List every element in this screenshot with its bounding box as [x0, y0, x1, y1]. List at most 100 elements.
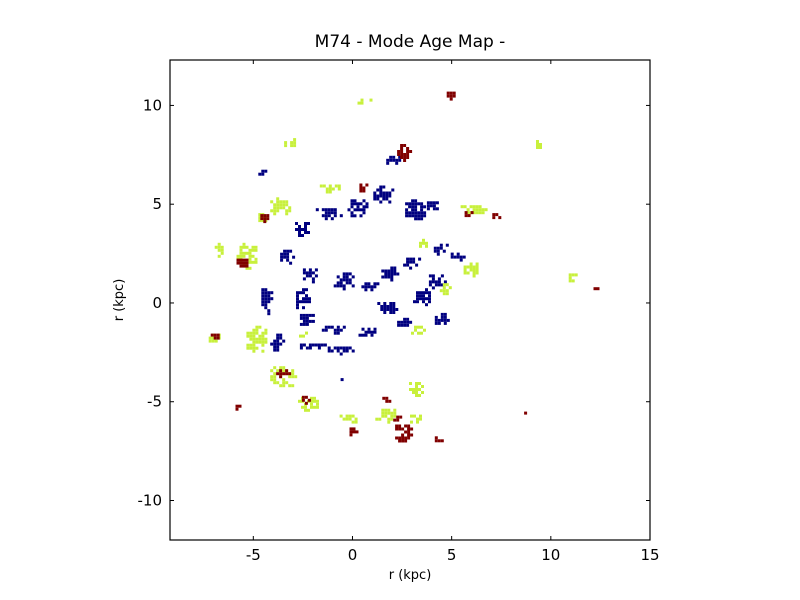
age-pixel [239, 245, 243, 249]
age-pixel [395, 427, 399, 431]
age-pixel [395, 436, 399, 440]
age-pixel [349, 427, 353, 431]
age-pixel [416, 420, 419, 424]
age-pixel [353, 208, 357, 212]
age-pixel [439, 289, 443, 293]
age-pixel [305, 319, 309, 323]
age-pixel [248, 260, 252, 264]
age-region-old [393, 415, 403, 422]
age-pixel [285, 212, 289, 216]
age-pixel [571, 279, 575, 283]
age-pixel [258, 219, 262, 223]
age-pixel [350, 202, 354, 206]
age-pixel [298, 231, 301, 234]
age-pixel [264, 337, 268, 341]
age-pixel [322, 184, 326, 188]
age-pixel [419, 241, 422, 245]
age-pixel [386, 308, 390, 311]
age-pixel [375, 417, 379, 421]
age-pixel [261, 172, 265, 176]
age-pixel [412, 260, 416, 264]
x-axis-ticks: -5 0 5 10 15 [246, 60, 660, 564]
age-pixel [305, 313, 309, 317]
age-pixel [299, 316, 303, 320]
age-pixel [417, 214, 421, 218]
age-pixel [279, 384, 283, 388]
age-pixel [296, 306, 299, 310]
age-pixel [434, 280, 438, 284]
x-axis-label: r (kpc) [389, 568, 432, 583]
age-pixel [481, 208, 485, 212]
age-pixel [249, 346, 253, 350]
age-pixel [409, 150, 413, 153]
age-pixel [472, 205, 476, 209]
age-pixel [414, 217, 418, 221]
age-pixel [419, 291, 422, 295]
age-region-intermediate [357, 98, 373, 105]
age-region-young [450, 252, 466, 262]
age-pixel [406, 147, 410, 150]
age-pixel [406, 156, 410, 159]
age-region-intermediate [411, 325, 426, 335]
age-pixel [373, 194, 377, 198]
age-pixel [412, 257, 416, 261]
age-region-young [403, 257, 422, 270]
age-pixel [412, 388, 415, 391]
age-pixel [251, 245, 255, 249]
age-pixel [279, 366, 283, 370]
age-pixel [216, 336, 220, 340]
age-pixel [403, 263, 407, 267]
age-pixel [463, 268, 467, 272]
age-pixel [264, 297, 268, 301]
age-pixel [434, 318, 438, 322]
age-pixel [296, 300, 299, 304]
age-pixel [365, 205, 369, 209]
age-pixel [384, 414, 388, 418]
age-pixel [336, 328, 340, 332]
age-pixel [449, 94, 453, 98]
age-pixel [255, 325, 259, 329]
y-tick-label: 10 [143, 96, 162, 114]
age-pixel [416, 417, 419, 421]
age-region-intermediate [270, 197, 292, 216]
age-pixel [391, 188, 395, 192]
age-pixel [380, 308, 384, 311]
age-pixel [398, 427, 402, 431]
age-pixel [418, 394, 421, 397]
age-pixel [442, 289, 446, 293]
age-pixel [373, 285, 377, 289]
age-pixel [345, 349, 349, 353]
age-pixel [336, 325, 340, 329]
age-pixel [381, 408, 385, 412]
age-pixel [342, 284, 346, 288]
age-pixel [276, 203, 280, 207]
age-region-intermediate [410, 414, 422, 424]
plot-area [169, 59, 651, 541]
age-pixel [385, 191, 389, 195]
age-pixel [245, 261, 249, 265]
age-pixel [420, 208, 424, 212]
age-pixel [336, 349, 340, 353]
age-pixel [379, 191, 383, 195]
age-pixel [273, 203, 277, 207]
age-pixel [423, 214, 427, 218]
age-pixel [273, 375, 277, 379]
age-pixel [246, 331, 250, 335]
age-pixel [364, 285, 368, 289]
age-pixel [345, 417, 349, 421]
age-pixel [437, 283, 441, 287]
age-region-young [299, 343, 327, 350]
age-pixel [407, 427, 411, 431]
age-pixel [246, 346, 250, 350]
age-pixel [330, 217, 334, 221]
age-pixel [359, 202, 363, 206]
age-pixel [302, 313, 306, 317]
age-pixel [425, 291, 428, 295]
age-pixel [376, 197, 380, 201]
age-pixel [408, 214, 412, 218]
age-region-intermediate [339, 414, 358, 424]
age-pixel [445, 243, 449, 247]
age-pixel [407, 430, 411, 434]
age-pixel [405, 214, 409, 218]
age-pixel [381, 411, 385, 415]
